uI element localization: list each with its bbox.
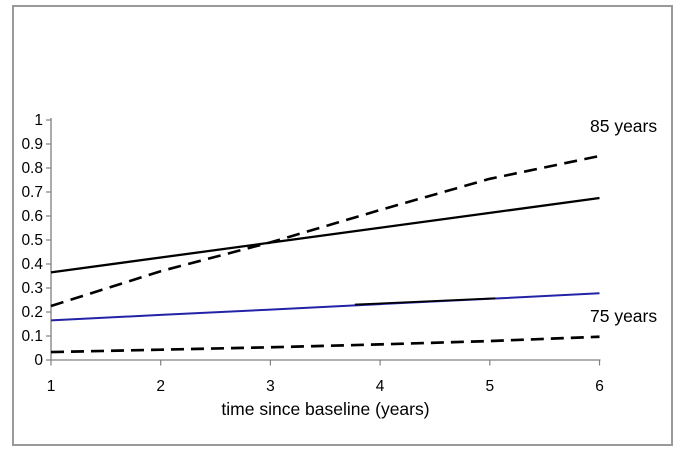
series-line-4 xyxy=(354,297,496,306)
x-axis-title: time since baseline (years) xyxy=(221,399,430,419)
x-tick-label: 1 xyxy=(47,378,56,395)
series-line-0 xyxy=(50,154,600,308)
y-tick-label: 0.2 xyxy=(21,304,43,321)
y-tick-label: 0 xyxy=(34,352,43,369)
x-tick-label: 2 xyxy=(156,378,165,395)
x-tick-label: 5 xyxy=(485,378,494,395)
y-tick-label: 1 xyxy=(34,112,43,129)
y-tick-label: 0.6 xyxy=(21,208,43,225)
y-tick-label: 0.3 xyxy=(21,280,43,297)
series-label-85-years: 85 years xyxy=(590,116,658,136)
figure-border xyxy=(12,5,673,446)
x-tick-label: 3 xyxy=(266,378,275,395)
y-tick-label: 0.1 xyxy=(21,328,43,345)
series-line-1 xyxy=(50,196,600,274)
series-label-75-years: 75 years xyxy=(590,306,658,326)
y-tick-label: 0.5 xyxy=(21,232,43,249)
x-tick-label: 6 xyxy=(595,378,604,395)
series-line-3 xyxy=(50,292,600,322)
y-tick-label: 0.4 xyxy=(21,256,43,273)
x-tick-label: 4 xyxy=(376,378,385,395)
y-tick-label: 0.7 xyxy=(21,184,43,201)
y-tick-label: 0.8 xyxy=(21,160,43,177)
y-tick-label: 0.9 xyxy=(21,136,43,153)
series-line-2 xyxy=(50,335,600,354)
